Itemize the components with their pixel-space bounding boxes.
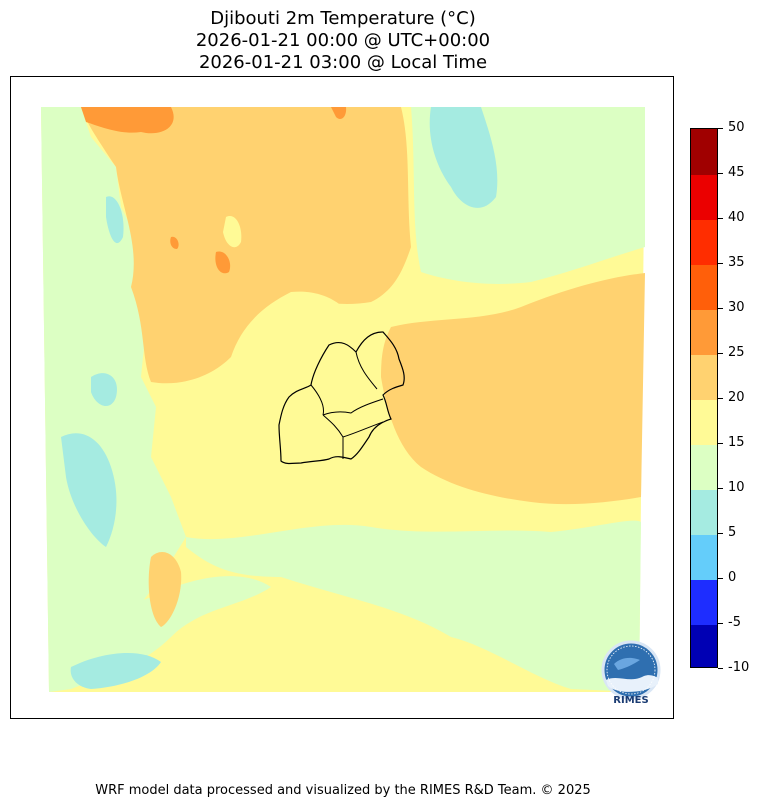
colorbar-tick [718, 577, 723, 579]
colorbar-segment [691, 354, 717, 400]
contour-20-25-east [381, 273, 645, 505]
contour-5-10-northeast [429, 107, 498, 208]
colorbar-segment [691, 579, 717, 625]
colorbar-tick-label: 45 [728, 165, 745, 180]
colorbar-segment [691, 129, 717, 175]
colorbar-segment [691, 534, 717, 580]
colorbar-tick-label: 35 [728, 255, 745, 270]
colorbar-segment [691, 624, 717, 667]
colorbar-tick-label: 0 [728, 570, 737, 585]
colorbar-tick [718, 397, 723, 399]
contour-20-25-north [81, 107, 411, 384]
colorbar-tick [718, 532, 723, 534]
colorbar-tick [718, 442, 723, 444]
contour-25-30-north-4 [331, 107, 347, 119]
colorbar-tick-label: 20 [728, 390, 745, 405]
map-frame [10, 76, 674, 719]
colorbar-segment [691, 174, 717, 220]
colorbar-tick [718, 352, 723, 354]
colorbar-tick [718, 172, 723, 174]
djibouti-border [278, 331, 405, 465]
djibouti-internal-lines [310, 351, 384, 459]
footer-credit: WRF model data processed and visualized … [95, 783, 591, 798]
colorbar-segment [691, 399, 717, 445]
colorbar-tick [718, 622, 723, 624]
contour-5-10-west-1 [61, 433, 117, 547]
contour-15-20-inner [270, 291, 361, 374]
logo-text: RIMES [613, 695, 649, 706]
colorbar-tick [718, 307, 723, 309]
colorbar-tick-label: -10 [728, 660, 750, 675]
colorbar-tick-label: 5 [728, 525, 737, 540]
map-title-line-1: Djibouti 2m Temperature (°C) [210, 8, 476, 29]
colorbar-tick-label: -5 [728, 615, 741, 630]
colorbar-tick [718, 127, 723, 129]
rimes-globe-logo-icon [601, 640, 661, 700]
contour-25-30-north-1 [81, 107, 174, 134]
colorbar-tick [718, 667, 723, 669]
colorbar-tick-label: 50 [728, 120, 745, 135]
colorbar-segment [691, 489, 717, 535]
map-title-line-3: 2026-01-21 03:00 @ Local Time [198, 52, 488, 73]
colorbar-tick-label: 30 [728, 300, 745, 315]
contour-5-10-west-3 [106, 196, 124, 244]
colorbar-tick-label: 40 [728, 210, 745, 225]
colorbar-tick [718, 217, 723, 219]
contour-10-15-south [186, 520, 641, 692]
colorbar-segment [691, 444, 717, 490]
temperature-map [41, 107, 645, 692]
colorbar-tick-label: 25 [728, 345, 745, 360]
colorbar-tick [718, 262, 723, 264]
contour-5-10-west-2 [91, 373, 117, 407]
colorbar [690, 128, 718, 668]
colorbar-tick [718, 487, 723, 489]
colorbar-tick-label: 10 [728, 480, 745, 495]
contour-25-30-north-2 [215, 251, 231, 274]
contour-5-10-southwest [70, 652, 161, 689]
colorbar-segment [691, 219, 717, 265]
contour-25-30-north-3 [170, 236, 179, 249]
contour-15-20-inner-2 [223, 216, 242, 248]
map-title-line-2: 2026-01-21 00:00 @ UTC+00:00 [195, 30, 491, 51]
contour-20-25-south [148, 552, 182, 627]
colorbar-tick-label: 15 [728, 435, 745, 450]
colorbar-segment [691, 264, 717, 310]
colorbar-segment [691, 309, 717, 355]
